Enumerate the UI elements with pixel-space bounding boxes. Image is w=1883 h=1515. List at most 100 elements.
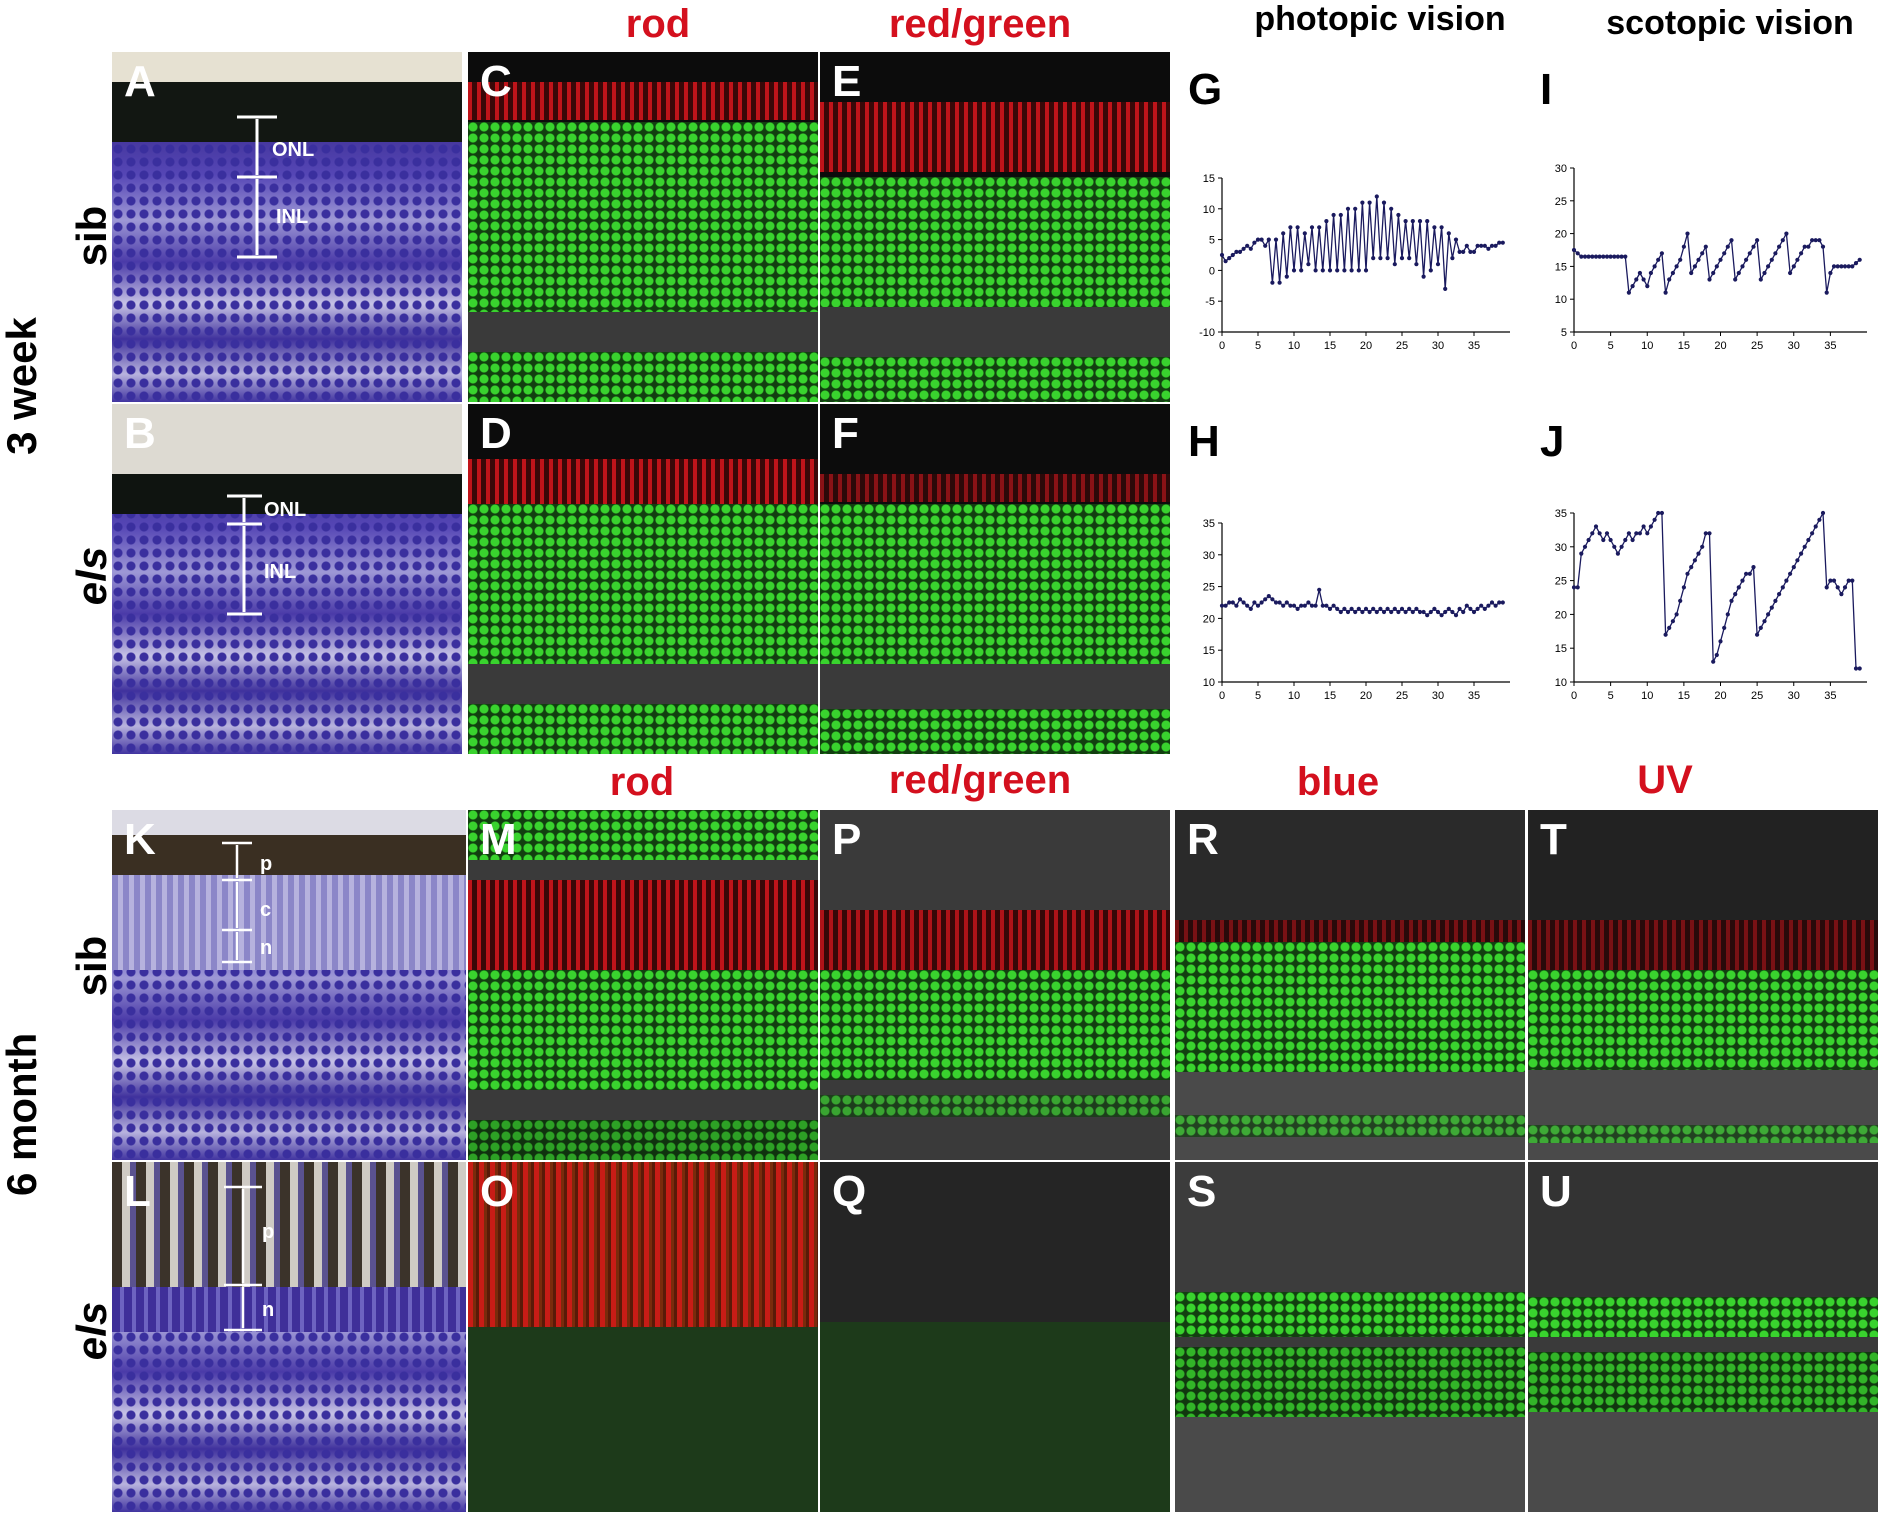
- panel-k-histology: K p c n: [112, 810, 466, 1160]
- data-point-j: [1590, 531, 1595, 536]
- data-point-j: [1612, 544, 1617, 549]
- data-point-g: [1489, 243, 1495, 248]
- data-point-i: [1670, 270, 1675, 276]
- data-point-h: [1219, 603, 1225, 608]
- data-point-j: [1634, 531, 1639, 536]
- y-tick-label-h: 25: [1203, 582, 1215, 594]
- data-point-g: [1335, 268, 1340, 273]
- data-point-h: [1273, 600, 1279, 605]
- data-point-j: [1681, 585, 1686, 590]
- x-tick-label-g: 20: [1360, 340, 1372, 352]
- data-point-g: [1396, 212, 1401, 218]
- data-point-h: [1407, 606, 1412, 611]
- data-point-g: [1230, 252, 1235, 258]
- data-point-g: [1453, 237, 1459, 242]
- y-tick-label-h: 30: [1203, 550, 1215, 562]
- data-point-j: [1799, 551, 1804, 556]
- data-point-h: [1475, 606, 1480, 611]
- data-point-g: [1270, 280, 1275, 285]
- data-point-g: [1266, 237, 1271, 242]
- layer-label-inl-a: INL: [276, 206, 309, 228]
- data-point-j: [1707, 531, 1712, 536]
- data-point-j: [1703, 531, 1708, 536]
- data-point-g: [1360, 200, 1365, 205]
- data-point-i: [1678, 257, 1683, 262]
- data-point-i: [1707, 277, 1712, 282]
- data-point-i: [1788, 270, 1793, 276]
- y-tick-label-j: 15: [1555, 643, 1567, 655]
- data-point-g: [1248, 246, 1253, 251]
- chart-h-photopic-els: 35 30 25 20 15 10 0 5 10 15 20 25 30 35: [1203, 518, 1510, 702]
- header-rod-top: rod: [625, 2, 691, 46]
- data-point-i: [1766, 264, 1771, 269]
- y-tick-label-g: 0: [1209, 265, 1215, 277]
- data-point-j: [1685, 571, 1690, 576]
- data-point-i: [1850, 264, 1855, 269]
- panel-letter-f: F: [832, 409, 859, 458]
- data-point-j: [1604, 531, 1610, 536]
- data-point-j: [1831, 578, 1837, 583]
- header-red-green-top: red/green: [888, 2, 1072, 46]
- data-point-h: [1414, 606, 1419, 611]
- data-point-j: [1846, 578, 1851, 583]
- data-point-i: [1751, 244, 1756, 249]
- data-point-h: [1281, 603, 1286, 608]
- data-point-g: [1277, 280, 1282, 285]
- panel-letter-g: G: [1188, 65, 1223, 114]
- data-point-i: [1791, 264, 1796, 269]
- x-tick-label-g: 30: [1432, 340, 1444, 352]
- panel-letter-m: M: [480, 815, 517, 864]
- row-label-sib-top: sib: [68, 205, 115, 267]
- data-point-j: [1777, 592, 1782, 597]
- panel-letter-r: R: [1187, 815, 1219, 864]
- data-point-h: [1227, 600, 1232, 605]
- data-point-j: [1663, 632, 1668, 637]
- data-point-h: [1471, 609, 1477, 615]
- data-point-i: [1601, 254, 1606, 259]
- data-point-h: [1263, 597, 1268, 602]
- data-point-h: [1367, 609, 1372, 615]
- data-point-g: [1327, 268, 1333, 273]
- data-point-h: [1284, 600, 1289, 605]
- data-point-i: [1718, 257, 1723, 262]
- data-point-g: [1385, 256, 1390, 261]
- data-point-h: [1371, 606, 1376, 611]
- y-tick-label-j: 25: [1555, 576, 1567, 588]
- x-tick-label-j: 25: [1751, 690, 1763, 702]
- data-point-j: [1718, 639, 1723, 644]
- data-point-i: [1645, 284, 1650, 289]
- data-point-i: [1733, 277, 1738, 282]
- x-tick-label-i: 0: [1571, 340, 1577, 352]
- panel-t-uv-sib: T: [1528, 810, 1878, 1160]
- panel-c-rod-sib: C: [468, 52, 818, 402]
- data-point-h: [1295, 606, 1300, 611]
- data-point-j: [1806, 537, 1811, 543]
- data-point-i: [1619, 254, 1624, 259]
- layer-arrows-a: [237, 115, 277, 259]
- data-point-h: [1428, 609, 1433, 615]
- data-point-h: [1320, 603, 1325, 608]
- data-point-i: [1817, 238, 1822, 243]
- data-point-j: [1824, 585, 1829, 590]
- data-point-h: [1403, 609, 1408, 615]
- series-line-i: [1573, 231, 1861, 295]
- data-point-h: [1425, 613, 1430, 618]
- data-point-i: [1703, 244, 1708, 249]
- data-point-g: [1432, 225, 1437, 230]
- data-point-h: [1399, 606, 1405, 611]
- x-tick-label-j: 35: [1824, 690, 1836, 702]
- panel-letter-q: Q: [832, 1167, 867, 1216]
- x-tick-label-g: 5: [1255, 340, 1261, 352]
- data-point-j: [1593, 524, 1599, 529]
- layer-label-c-k: c: [260, 899, 272, 921]
- data-point-i: [1700, 251, 1705, 256]
- data-point-i: [1626, 290, 1631, 295]
- data-point-j: [1579, 551, 1584, 556]
- data-point-h: [1245, 603, 1250, 608]
- data-point-h: [1291, 603, 1297, 608]
- data-point-i: [1612, 254, 1617, 259]
- layer-label-n-l: n: [262, 1299, 275, 1321]
- data-point-i: [1835, 264, 1840, 269]
- y-tick-label-g: -10: [1199, 327, 1215, 339]
- header-uv: UV: [1637, 758, 1693, 802]
